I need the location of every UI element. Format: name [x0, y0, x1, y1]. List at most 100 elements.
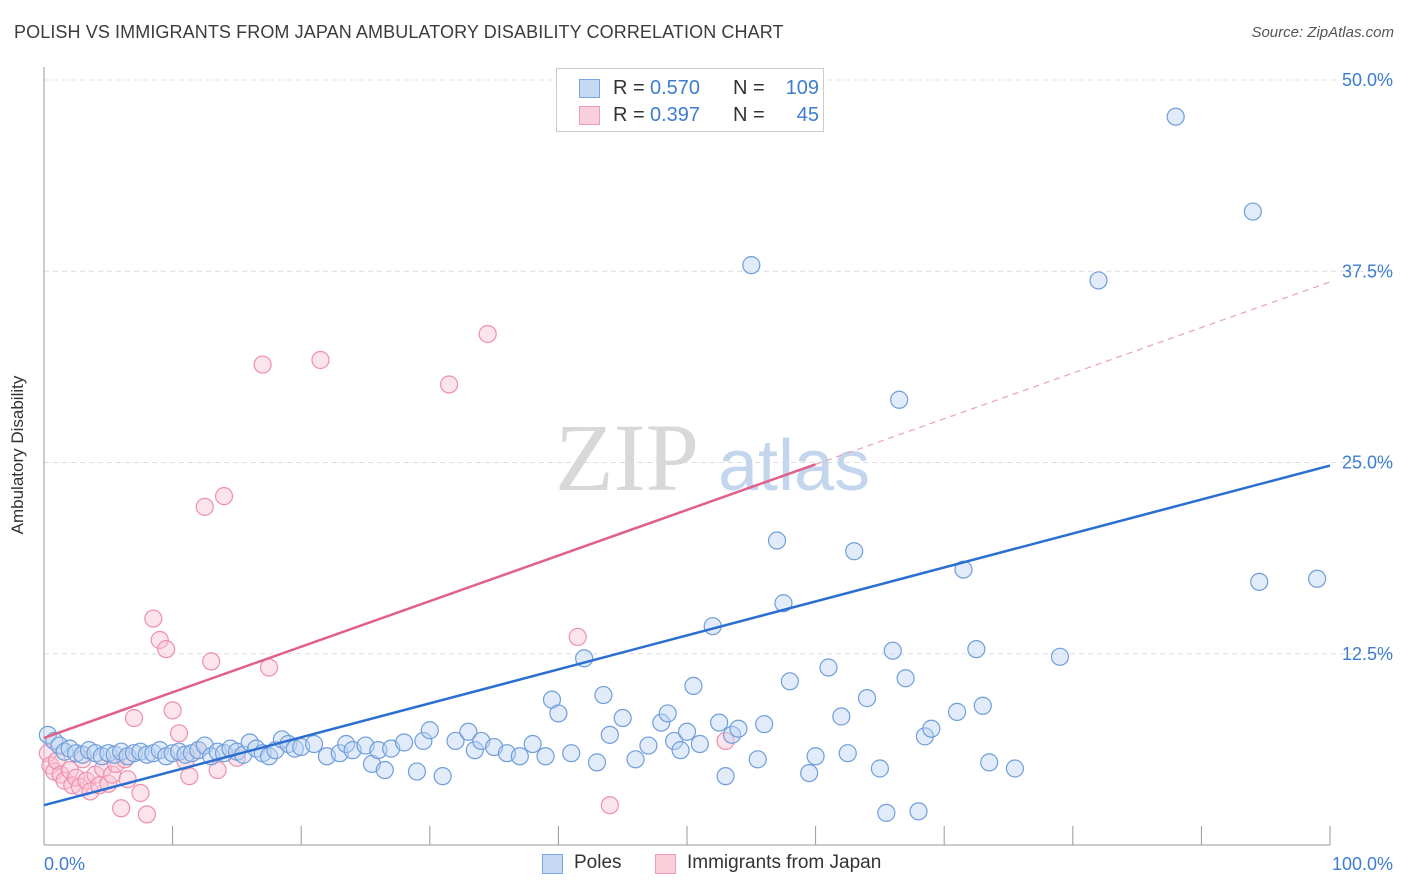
japan-point: [124, 708, 144, 728]
poles-point: [677, 722, 697, 741]
poles-point: [716, 767, 735, 786]
poles-point: [433, 767, 452, 786]
poles-point: [767, 531, 787, 550]
poles-point: [394, 733, 414, 752]
poles-point: [838, 744, 857, 763]
poles-point: [1005, 759, 1025, 778]
series-japan-points: [38, 324, 735, 824]
poles-point: [1243, 202, 1262, 221]
poles-point: [883, 641, 902, 660]
correlation-legend: R = 0.570 N = 109 R = 0.397 N = 45: [556, 68, 824, 132]
poles-point: [1089, 271, 1108, 290]
legend-n-value: 109: [785, 77, 819, 99]
poles-point: [922, 719, 941, 738]
japan-point: [137, 805, 156, 824]
poles-point: [626, 750, 645, 769]
japan-point: [195, 497, 214, 516]
poles-point: [465, 741, 484, 760]
poles-point: [446, 731, 465, 751]
gridlines: [44, 79, 1392, 655]
poles-point: [658, 704, 677, 723]
legend-r-label: R =: [613, 104, 645, 126]
poles-point: [55, 742, 74, 761]
source-note: Source: ZipAtlas.com: [1251, 24, 1394, 41]
x-tick-label: 100.0%: [1332, 854, 1393, 874]
chart-title: POLISH VS IMMIGRANTS FROM JAPAN AMBULATO…: [14, 22, 784, 42]
japan-point: [478, 324, 497, 344]
japan-point: [157, 640, 176, 659]
poles-point: [819, 658, 838, 677]
japan-point: [131, 783, 150, 803]
trend-lines: [43, 281, 1331, 807]
poles-point: [755, 715, 774, 734]
poles-point: [729, 719, 748, 738]
japan-point: [311, 350, 330, 370]
bottom-legend-label-japan: Immigrants from Japan: [687, 852, 882, 873]
japan-point: [568, 627, 587, 647]
poles-point: [890, 390, 909, 409]
tick-labels: 12.5% 25.0% 37.5% 50.0% 0.0% 100.0%: [44, 70, 1393, 874]
poles-point: [748, 750, 767, 769]
poles-point: [877, 803, 896, 822]
legend-swatch-poles: [579, 79, 600, 98]
poles-point: [780, 672, 799, 691]
bottom-legend-label-poles: Poles: [574, 852, 622, 873]
japan-point: [47, 751, 66, 770]
poles-point: [562, 744, 581, 763]
japan-point: [253, 355, 272, 374]
watermark-zip: ZIP: [555, 404, 699, 511]
legend-r-value: 0.397: [650, 104, 701, 126]
japan-point: [439, 375, 459, 394]
japan-point: [202, 652, 221, 671]
poles-point: [652, 713, 671, 732]
japan-point: [112, 799, 131, 818]
poles-point: [710, 713, 729, 732]
poles-point: [536, 747, 555, 766]
japan-point: [169, 724, 189, 743]
poles-point: [947, 702, 967, 721]
poles-point: [600, 725, 619, 744]
legend-swatch-japan: [579, 106, 600, 125]
poles-point: [407, 762, 427, 781]
poles-point: [594, 685, 613, 705]
poles-point: [613, 708, 632, 728]
legend-n-label: N =: [733, 77, 765, 99]
japan-point: [67, 768, 86, 787]
legend-n-value: 45: [796, 104, 819, 126]
bottom-legend-swatch-poles: [542, 854, 563, 874]
poles-point: [980, 753, 999, 772]
japan-trend-line: [43, 463, 817, 740]
poles-point: [375, 760, 394, 780]
poles-point: [896, 669, 915, 688]
japan-point: [259, 658, 279, 677]
legend-r-label: R =: [613, 77, 645, 99]
poles-point: [909, 802, 928, 821]
axes: [43, 67, 1331, 846]
poles-point: [684, 676, 703, 695]
japan-trend-line-extension: [815, 281, 1331, 465]
poles-point: [459, 722, 478, 741]
poles-point: [1308, 569, 1327, 588]
y-tick-label: 25.0%: [1342, 453, 1393, 473]
poles-point: [845, 542, 864, 561]
poles-point: [420, 721, 439, 740]
japan-point: [163, 701, 182, 720]
japan-point: [144, 609, 163, 628]
watermark-atlas: atlas: [718, 426, 870, 506]
bottom-legend-swatch-japan: [655, 854, 676, 874]
y-tick-label: 12.5%: [1342, 644, 1393, 664]
poles-point: [304, 734, 324, 754]
poles-point: [549, 704, 568, 723]
legend-r-value: 0.570: [650, 77, 701, 99]
y-axis-label: Ambulatory Disability: [8, 375, 27, 535]
japan-point: [214, 487, 234, 506]
poles-point: [870, 759, 890, 778]
poles-trend-line: [43, 464, 1331, 807]
y-tick-label: 37.5%: [1342, 261, 1393, 281]
poles-point: [414, 731, 433, 751]
poles-point: [1250, 572, 1269, 591]
poles-point: [967, 640, 986, 659]
poles-point: [1166, 107, 1185, 126]
japan-point: [180, 767, 199, 786]
poles-point: [510, 747, 529, 766]
